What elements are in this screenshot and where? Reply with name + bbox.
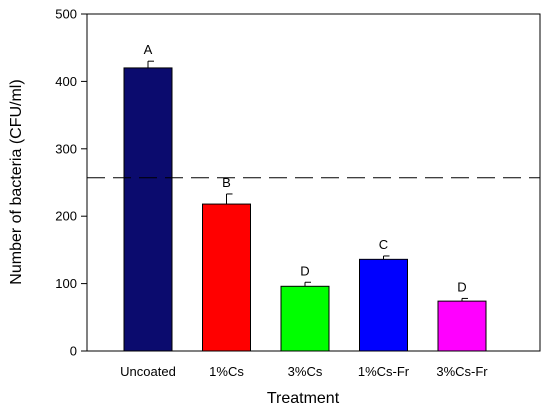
significance-letter: A xyxy=(144,42,153,57)
significance-letter: D xyxy=(457,279,466,294)
x-axis-label: Treatment xyxy=(267,390,340,407)
x-tick-label: 3%Cs xyxy=(288,364,323,379)
y-tick-label: 300 xyxy=(55,141,77,156)
y-axis-label: Number of bacteria (CFU/ml) xyxy=(8,79,25,284)
bar xyxy=(280,285,330,352)
y-tick-label: 200 xyxy=(55,209,77,224)
bar xyxy=(437,300,487,352)
significance-letter: D xyxy=(300,263,309,278)
bar xyxy=(359,258,408,352)
x-tick-label: 3%Cs-Fr xyxy=(436,364,488,379)
x-tick-label: 1%Cs xyxy=(209,364,244,379)
x-tick-label: Uncoated xyxy=(120,364,176,379)
y-tick-label: 0 xyxy=(70,344,77,359)
plot-area: 0 100 200 300 400 500 A Uncoated B 1%Cs D 3%Cs C 1%Cs… xyxy=(55,7,541,379)
significance-letter: B xyxy=(222,175,231,190)
y-tick-label: 100 xyxy=(55,276,77,291)
significance-letter: C xyxy=(379,237,388,252)
bar xyxy=(123,67,173,352)
y-tick-label: 500 xyxy=(55,7,77,22)
bar xyxy=(202,203,251,352)
x-tick-label: 1%Cs-Fr xyxy=(358,364,410,379)
y-tick-label: 400 xyxy=(55,74,77,89)
